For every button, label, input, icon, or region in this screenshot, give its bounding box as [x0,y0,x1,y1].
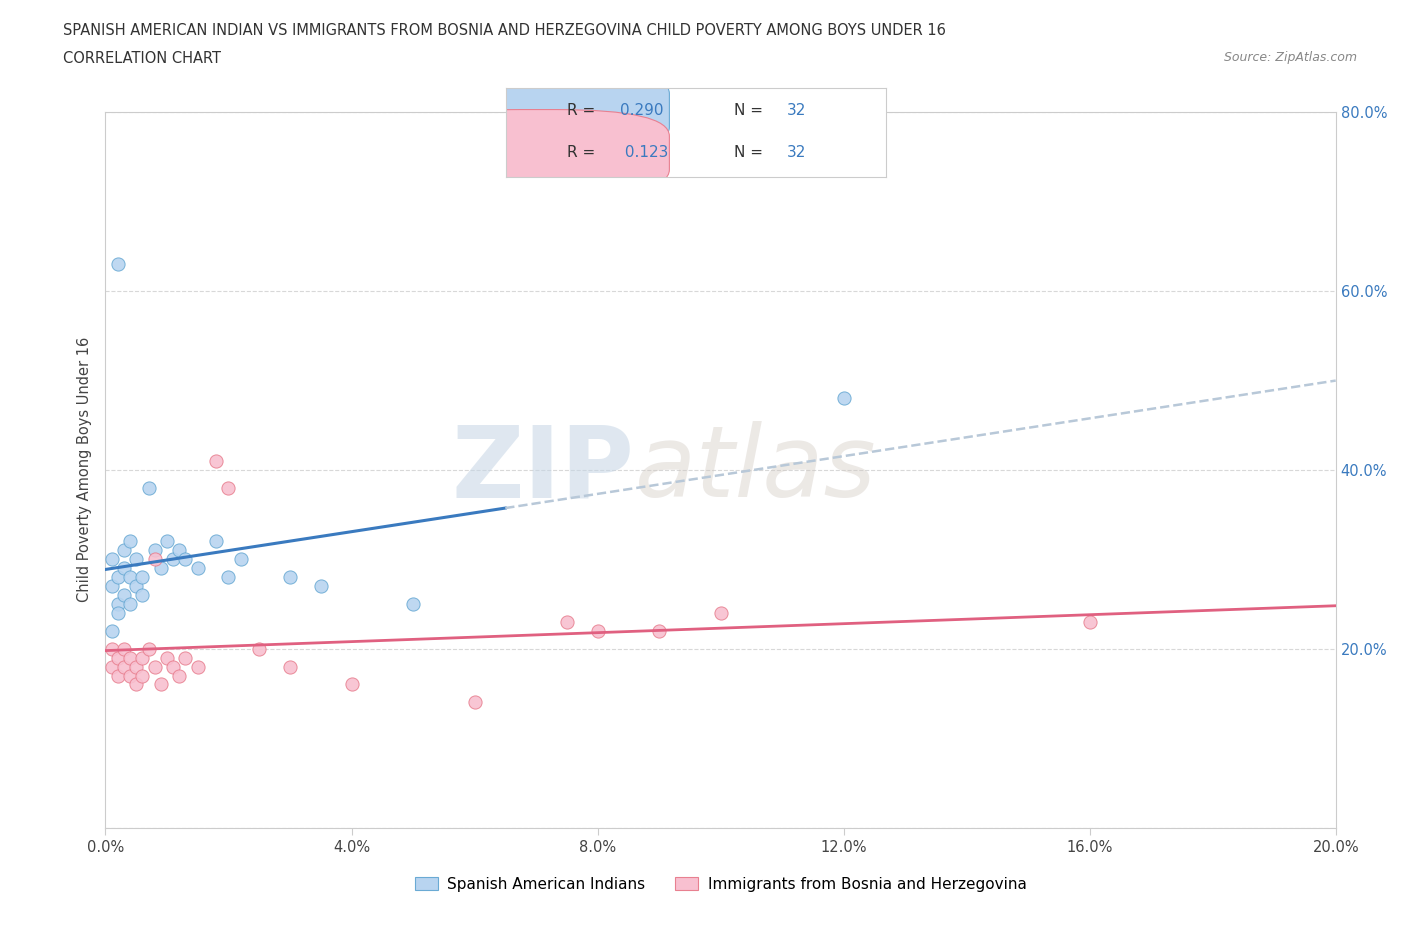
Y-axis label: Child Poverty Among Boys Under 16: Child Poverty Among Boys Under 16 [77,337,93,603]
Point [107,668,129,683]
Point [112,659,135,674]
Point [586,623,609,638]
Point [205,453,228,468]
Point [169,668,191,683]
Text: atlas: atlas [634,421,876,518]
Point [125,677,148,692]
Point [174,650,197,665]
Point [100,642,122,657]
Point [125,551,148,566]
Point [131,668,153,683]
Text: CORRELATION CHART: CORRELATION CHART [63,51,221,66]
Text: R =: R = [567,103,600,118]
Point [120,596,141,611]
Point [138,642,160,657]
Point [107,596,129,611]
Point [187,659,209,674]
Point [309,578,332,593]
Point [648,623,671,638]
Text: SPANISH AMERICAN INDIAN VS IMMIGRANTS FROM BOSNIA AND HERZEGOVINA CHILD POVERTY : SPANISH AMERICAN INDIAN VS IMMIGRANTS FR… [63,23,946,38]
Point [162,551,184,566]
Point [187,561,209,576]
Point [149,677,172,692]
Point [1078,615,1101,630]
FancyBboxPatch shape [408,110,669,196]
Point [464,695,486,710]
Point [218,569,240,585]
Text: 0.123: 0.123 [620,145,668,160]
Point [100,551,122,566]
Point [112,543,135,558]
Point [112,642,135,657]
Point [174,551,197,566]
Point [131,569,153,585]
Point [710,605,733,620]
Point [143,543,166,558]
Point [156,534,179,549]
Point [205,534,228,549]
Point [125,578,148,593]
Point [138,480,160,495]
Point [100,578,122,593]
Point [112,588,135,603]
Text: ZIP: ZIP [451,421,634,518]
Point [120,534,141,549]
Point [278,569,301,585]
Point [143,659,166,674]
FancyBboxPatch shape [408,67,669,153]
Point [112,561,135,576]
Point [120,650,141,665]
Point [162,659,184,674]
Point [107,650,129,665]
Point [107,569,129,585]
Point [143,551,166,566]
Point [247,642,270,657]
Point [156,650,179,665]
Point [402,596,425,611]
Point [278,659,301,674]
Point [120,668,141,683]
Point [100,659,122,674]
Point [149,561,172,576]
Point [100,623,122,638]
Point [169,543,191,558]
Point [131,588,153,603]
Point [107,605,129,620]
Point [832,391,855,405]
Point [218,480,240,495]
Text: 32: 32 [787,145,807,160]
Point [229,551,252,566]
Text: 0.290: 0.290 [620,103,664,118]
Point [131,650,153,665]
Point [125,659,148,674]
Point [340,677,363,692]
Legend: Spanish American Indians, Immigrants from Bosnia and Herzegovina: Spanish American Indians, Immigrants fro… [415,877,1026,892]
Point [107,257,129,272]
Text: Source: ZipAtlas.com: Source: ZipAtlas.com [1223,51,1357,64]
Text: N =: N = [734,103,768,118]
Point [555,615,578,630]
Text: 32: 32 [787,103,807,118]
Text: R =: R = [567,145,600,160]
Point [120,569,141,585]
Text: N =: N = [734,145,768,160]
